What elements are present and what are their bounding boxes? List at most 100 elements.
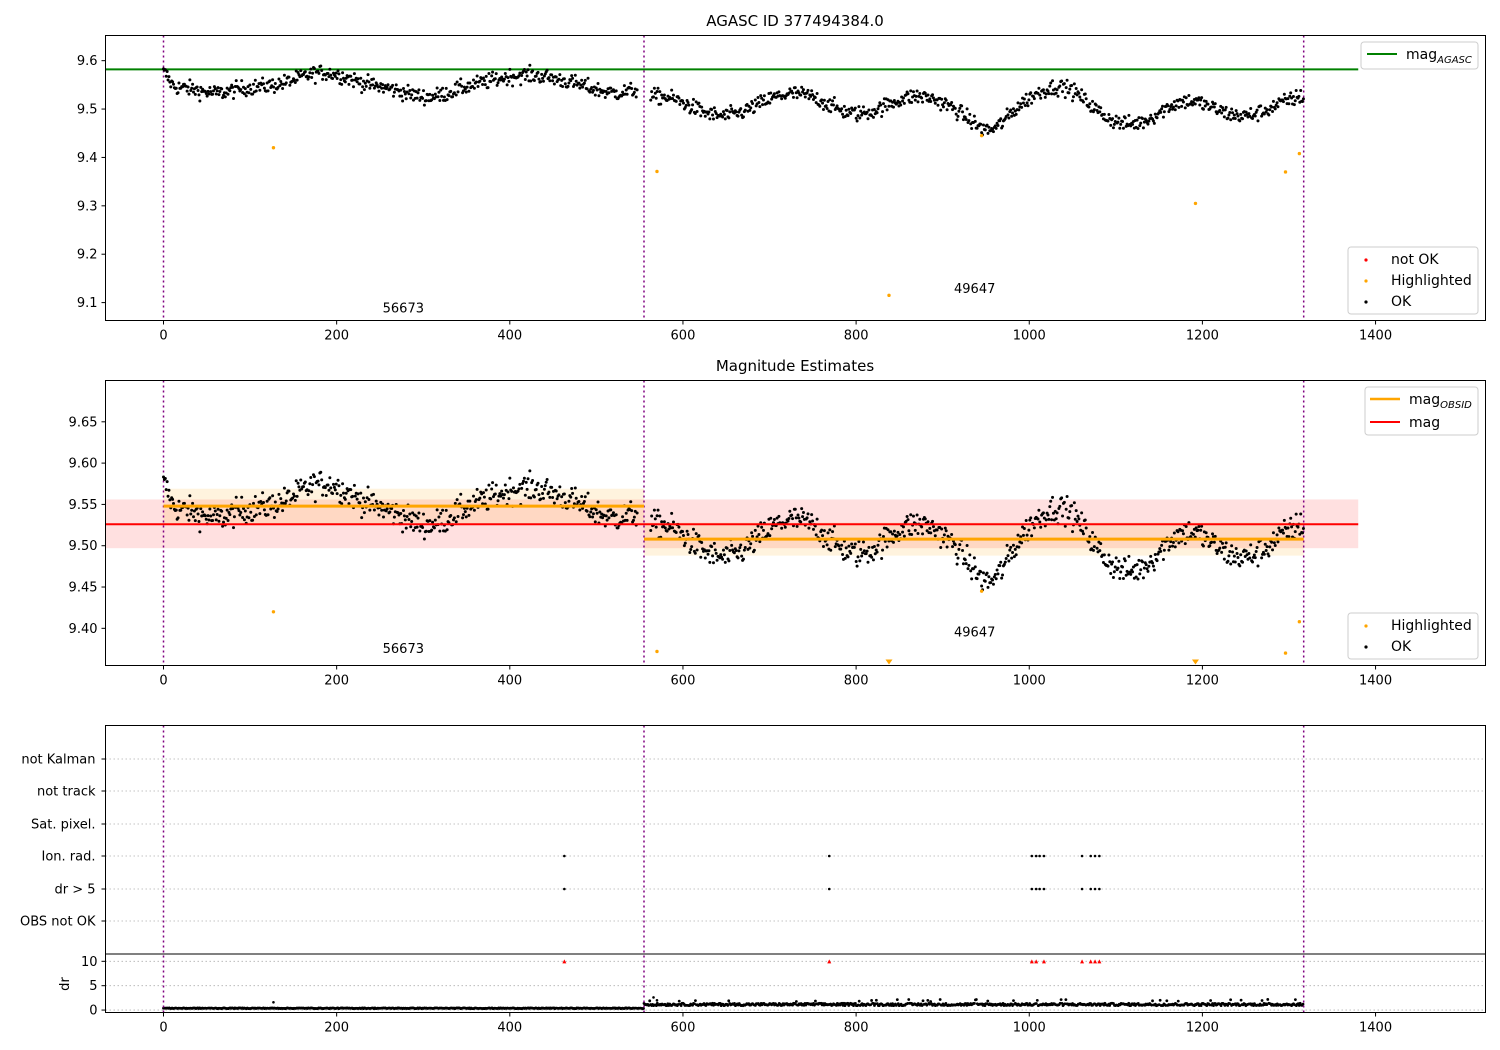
ok-point [359, 76, 363, 80]
ok-point [876, 107, 880, 111]
ok-point [501, 496, 505, 500]
ok-point [883, 539, 887, 543]
ok-point [1000, 576, 1004, 580]
ok-point [570, 74, 574, 78]
ok-point [288, 83, 292, 87]
ok-point [313, 500, 317, 504]
ok-point [861, 551, 865, 555]
ok-point [1102, 553, 1106, 557]
x-tick-label: 1400 [1359, 1021, 1392, 1036]
ok-point [1286, 97, 1290, 101]
ok-point [1007, 559, 1011, 563]
ok-point [517, 74, 521, 78]
ok-point [335, 77, 339, 81]
ok-point [226, 518, 230, 522]
x-tick-label: 0 [159, 1021, 167, 1036]
ok-point [251, 501, 255, 505]
ok-point [993, 572, 997, 576]
ok-point [1081, 100, 1085, 104]
ok-point [979, 570, 983, 574]
y-tick-label: 9.2 [77, 248, 98, 263]
ok-point [739, 543, 743, 547]
ok-point [421, 512, 425, 516]
ok-point [831, 103, 835, 107]
ok-point [872, 108, 876, 112]
ok-point [422, 537, 426, 541]
ok-point [1232, 113, 1236, 117]
ok-point [438, 529, 442, 533]
ok-point [721, 557, 725, 561]
flag-point [1038, 854, 1041, 858]
ok-point [1054, 517, 1058, 521]
ok-point [442, 95, 446, 99]
ok-point [684, 103, 688, 107]
ok-point [306, 77, 310, 81]
ok-point [436, 95, 440, 99]
ok-point [328, 476, 332, 480]
ok-point [849, 112, 853, 116]
ok-point [841, 112, 845, 116]
ok-point [736, 114, 740, 118]
ok-point [212, 89, 216, 93]
ok-point [552, 82, 556, 86]
ok-point [347, 502, 351, 506]
ok-point [658, 90, 662, 94]
ok-point [508, 67, 512, 71]
ok-point [732, 551, 736, 555]
ok-point [463, 510, 467, 514]
ok-point [991, 582, 995, 586]
ok-point [1181, 532, 1185, 536]
ok-point [970, 126, 974, 130]
ok-point [714, 112, 718, 116]
ok-point [303, 70, 307, 74]
ok-point [1253, 556, 1257, 560]
ok-point [347, 82, 351, 86]
ok-point [208, 507, 212, 511]
ok-point [207, 518, 211, 522]
ok-point [892, 529, 896, 533]
ok-point [791, 517, 795, 521]
ok-point [1084, 97, 1088, 101]
ok-point [1262, 112, 1266, 116]
flag-point [1093, 887, 1097, 891]
ok-point [534, 488, 538, 492]
ok-point [1027, 98, 1031, 102]
ok-point [451, 95, 455, 99]
ok-point [1241, 560, 1245, 564]
ok-point [539, 497, 543, 501]
ok-point [1158, 547, 1162, 551]
ok-point [911, 90, 915, 94]
ok-point [518, 482, 522, 486]
ok-point [1039, 96, 1043, 100]
ok-point [234, 79, 238, 83]
ok-point [555, 497, 559, 501]
ok-point [770, 527, 774, 531]
ok-point [163, 68, 167, 72]
ok-point [791, 95, 795, 99]
ok-point [955, 118, 959, 122]
ok-point [1022, 526, 1026, 530]
flag-point [1030, 854, 1034, 858]
ok-point [983, 579, 987, 583]
ok-point [856, 555, 860, 559]
ok-point [266, 513, 270, 517]
ok-point [491, 70, 495, 74]
ok-point [444, 508, 448, 512]
ok-point [310, 490, 314, 494]
ok-point [1099, 542, 1103, 546]
ok-point [1198, 103, 1202, 107]
ok-point [254, 513, 258, 517]
ok-point [225, 508, 229, 512]
ok-point [417, 511, 421, 515]
ok-point [725, 546, 729, 550]
ok-point [1264, 548, 1268, 552]
ok-point [577, 81, 581, 85]
ok-point [949, 103, 953, 107]
ok-point [1137, 116, 1141, 120]
ok-point [189, 512, 193, 516]
ok-point [913, 98, 917, 102]
ok-point [374, 499, 378, 503]
ok-point [1265, 108, 1269, 112]
